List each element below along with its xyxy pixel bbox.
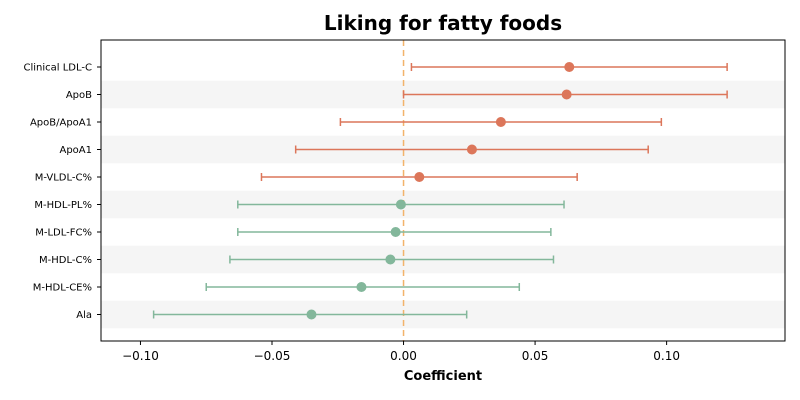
- axes: Clinical LDL-C ApoB ApoB/ApoA1 ApoA1 M-VLDL-…: [24, 39, 786, 363]
- point-estimate: [395, 199, 406, 210]
- y-tick-label: Ala: [76, 310, 92, 321]
- y-tick-label: M-HDL-C%: [39, 255, 92, 266]
- point-estimate: [414, 172, 425, 182]
- x-tick-label: 0.05: [522, 349, 549, 363]
- estimate-row: [237, 199, 565, 210]
- plot-frame: [100, 39, 786, 342]
- y-tick-label: M-VLDL-C%: [35, 173, 92, 184]
- estimate-row: [402, 89, 728, 100]
- point-estimate: [564, 62, 575, 72]
- y-tick-label: Clinical LDL-C: [24, 63, 93, 74]
- estimate-row: [229, 254, 555, 265]
- estimate-row: [237, 227, 552, 237]
- chart-marks: [152, 62, 728, 320]
- x-tick-label: 0.00: [390, 349, 417, 363]
- point-estimate: [390, 227, 401, 237]
- chart-title: Liking for fatty foods: [324, 11, 562, 35]
- estimate-row: [339, 117, 663, 127]
- x-axis-label: Coefficient: [404, 369, 482, 384]
- estimate-row: [152, 309, 468, 320]
- y-tick-label: ApoB/ApoA1: [30, 118, 92, 129]
- y-tick-label: M-HDL-CE%: [33, 283, 92, 294]
- point-estimate: [466, 144, 477, 155]
- estimate-row: [294, 144, 649, 155]
- point-estimate: [495, 117, 506, 127]
- x-tick-label: 0.10: [653, 349, 680, 363]
- x-tick-label: −0.10: [122, 349, 159, 363]
- y-tick-label: M-HDL-PL%: [34, 200, 92, 211]
- point-estimate: [385, 254, 396, 265]
- point-estimate: [561, 89, 572, 100]
- estimate-row: [410, 62, 728, 72]
- point-estimate: [356, 282, 367, 292]
- estimate-row: [260, 172, 578, 182]
- point-estimate: [306, 309, 317, 320]
- y-tick-label: M-LDL-FC%: [35, 228, 92, 239]
- x-tick-label: −0.05: [254, 349, 291, 363]
- y-tick-label: ApoB: [66, 90, 92, 101]
- y-tick-label: ApoA1: [59, 145, 92, 156]
- estimate-row: [205, 282, 521, 292]
